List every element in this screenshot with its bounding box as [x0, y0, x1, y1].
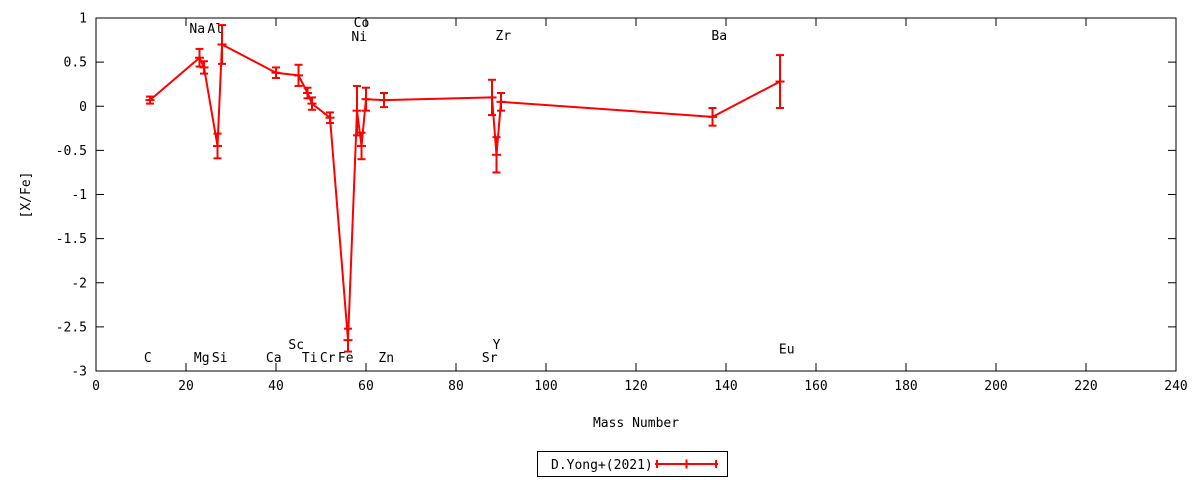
element-label-Eu: Eu — [779, 342, 795, 357]
element-label-Mg: Mg — [194, 351, 210, 366]
element-label-Ba: Ba — [711, 29, 727, 44]
x-axis-title: Mass Number — [593, 416, 679, 431]
series-line — [149, 43, 781, 342]
element-label-Zr: Zr — [495, 29, 511, 44]
element-label-Ca: Ca — [266, 351, 282, 366]
data-point-Cr — [325, 111, 335, 125]
data-point-Mg — [199, 60, 209, 75]
data-point-Si — [217, 24, 227, 65]
y-tick-label: -1.5 — [56, 232, 87, 247]
x-tick-label: 180 — [894, 379, 917, 394]
data-point-Ba — [708, 107, 717, 127]
data-point-C — [145, 95, 155, 105]
data-point-Ca — [271, 66, 281, 80]
x-tick-label: 20 — [178, 379, 194, 394]
legend-sample-line — [655, 459, 718, 469]
data-point-Na — [195, 47, 204, 68]
data-point-Sr — [487, 78, 497, 117]
element-label-Fe: Fe — [338, 351, 354, 366]
x-tick-label: 160 — [804, 379, 827, 394]
element-label-Zn: Zn — [378, 351, 394, 366]
legend: D.Yong+(2021) — [537, 451, 728, 477]
element-label-Si: Si — [212, 351, 228, 366]
x-tick-label: 120 — [624, 379, 647, 394]
data-point-Ti — [303, 86, 312, 100]
legend-sample-errorbar — [655, 459, 718, 469]
plot-area: 0 20 40 60 80 100 120 140 160 180 200 220 240 1 0.5 0 -0… — [56, 12, 1188, 395]
data-point-Al — [213, 132, 222, 160]
y-tick-label: 0.5 — [64, 56, 87, 71]
x-tick-label: 220 — [1074, 379, 1097, 394]
y-axis-title: [X/Fe] — [19, 172, 34, 219]
element-label-Ni: Ni — [351, 30, 367, 45]
x-tick-label: 100 — [534, 379, 557, 394]
data-point-Ti — [307, 96, 317, 111]
y-tick-label: -0.5 — [56, 144, 87, 159]
element-label-Co: Co — [354, 16, 370, 31]
x-tick-label: 40 — [268, 379, 284, 394]
element-label-Na: Na — [189, 22, 205, 37]
data-point-Sc — [294, 63, 303, 87]
element-label-Cr: Cr — [320, 351, 336, 366]
element-label-Sr: Sr — [482, 351, 498, 366]
plot-frame — [95, 17, 1177, 372]
y-tick-label: 0 — [79, 100, 87, 115]
element-label-Y: Y — [493, 338, 501, 353]
x-tick-label: 80 — [448, 379, 464, 394]
data-point-Eu — [775, 54, 785, 110]
element-label-Ti: Ti — [302, 351, 318, 366]
element-label-Sc: Sc — [288, 338, 304, 353]
x-tick-label: 240 — [1164, 379, 1187, 394]
y-tick-label: -2.5 — [56, 320, 87, 335]
data-point-Zn — [379, 92, 389, 109]
y-tick-label: -2 — [71, 276, 87, 291]
element-label-C: C — [144, 351, 152, 366]
y-tick-label: 1 — [79, 12, 87, 27]
y-tick-label: -3 — [71, 365, 87, 380]
y-tick-label: -1 — [71, 188, 87, 203]
x-tick-label: 140 — [714, 379, 737, 394]
x-tick-label: 60 — [358, 379, 374, 394]
x-tick-label: 0 — [92, 379, 100, 394]
data-point-Co — [357, 131, 366, 161]
legend-label: D.Yong+(2021) — [551, 458, 653, 473]
data-point-Y — [492, 136, 501, 174]
data-point-Fe — [343, 327, 353, 353]
data-point-Ni — [361, 86, 371, 112]
data-point-Co — [352, 84, 362, 137]
legend-border — [537, 451, 728, 477]
data-point-Zr — [496, 92, 506, 112]
x-tick-label: 200 — [984, 379, 1007, 394]
